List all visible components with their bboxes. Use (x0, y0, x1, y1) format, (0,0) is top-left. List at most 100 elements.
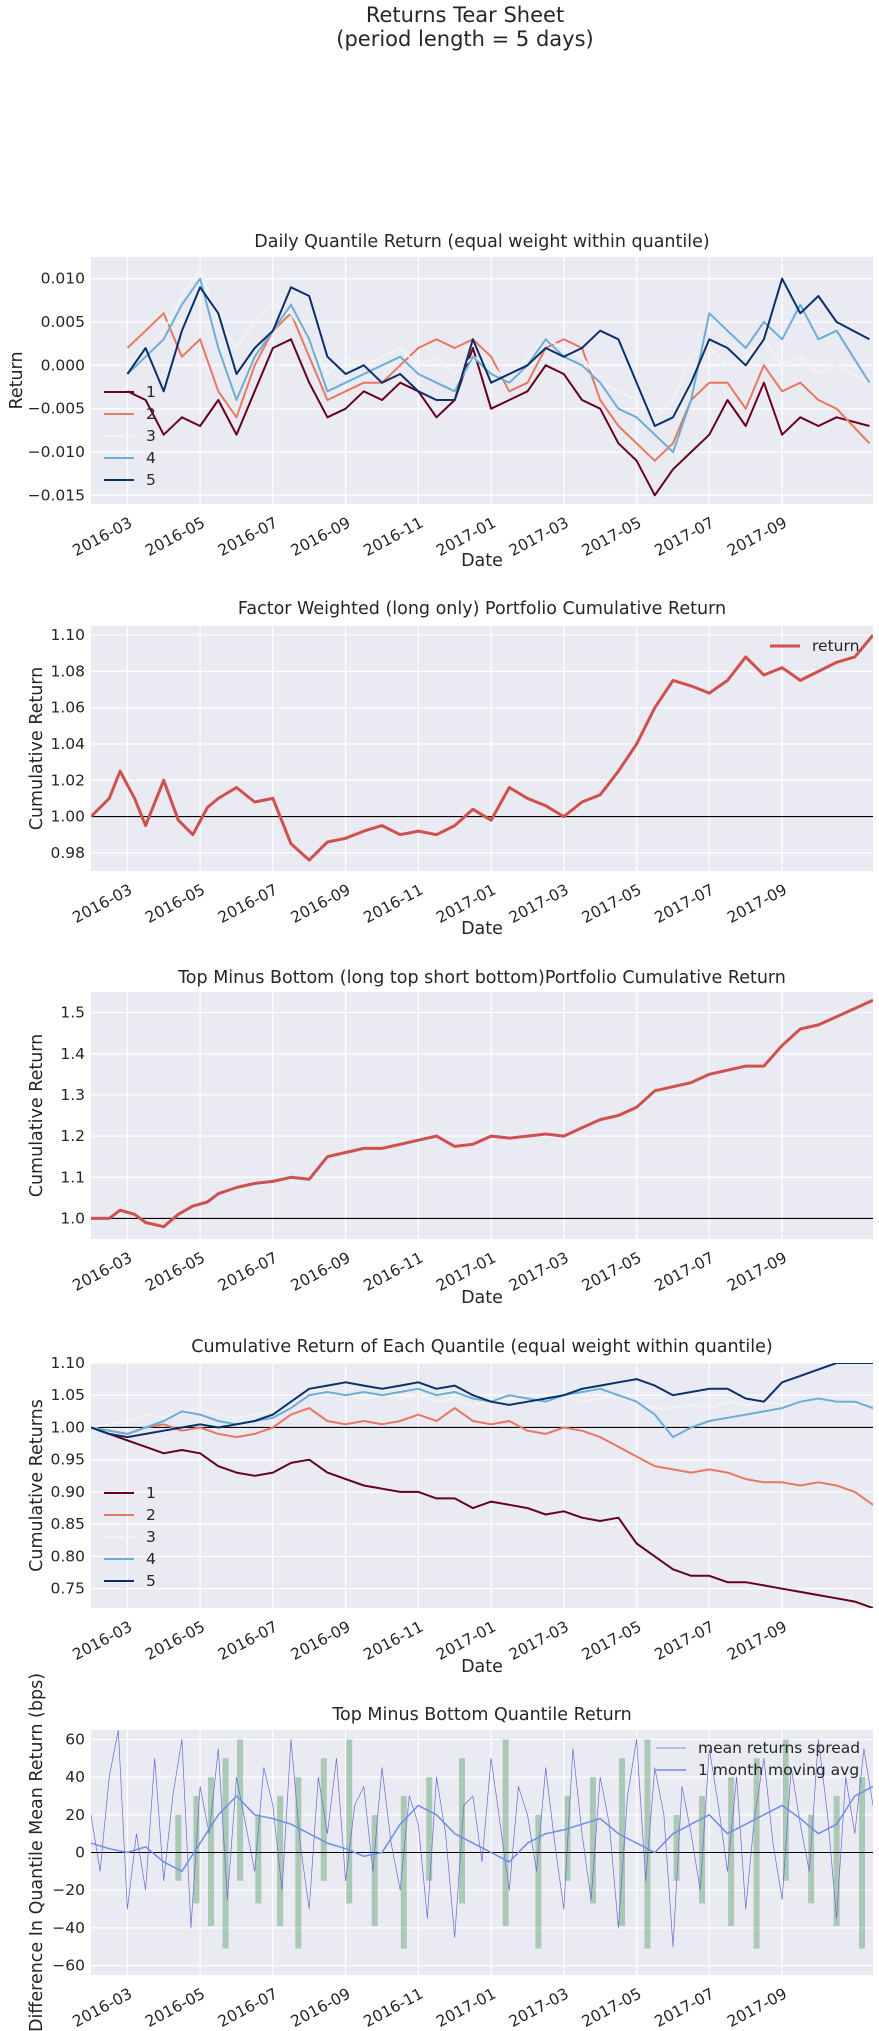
legend-label: 3 (146, 1528, 156, 1546)
top-minus-bottom-quantile-return-panel: 2016-03 2016-05 2016-07 2016-09 2016-11 2017-… (27, 1673, 873, 2031)
x-tick-label: 2016-03 (70, 1985, 136, 2031)
plot-area (91, 992, 873, 1239)
x-tick-label: 2016-03 (70, 1249, 136, 1295)
panel-title: Top Minus Bottom Quantile Return (331, 1705, 631, 1725)
x-tick-label: 2016-11 (361, 514, 427, 560)
figure-title-line1: Returns Tear Sheet (366, 3, 564, 27)
x-tick-label: 2016-11 (361, 1985, 427, 2031)
y-tick-label: 0.000 (41, 356, 85, 374)
x-tick-label: 2017-07 (652, 1249, 718, 1295)
y-tick-label: 1.02 (50, 771, 85, 789)
y-tick-label: 0 (75, 1844, 85, 1862)
y-tick-label: 1.3 (60, 1086, 85, 1104)
y-tick-label: 1.2 (60, 1127, 85, 1145)
top-minus-bottom-cumret-panel: 2016-03 2016-05 2016-07 2016-09 2016-11 2017-… (27, 968, 873, 1308)
spread-band (208, 1777, 215, 1926)
spread-band (277, 1795, 284, 1926)
y-tick-label: 20 (65, 1806, 85, 1824)
x-tick-label: 2016-03 (70, 514, 136, 560)
y-tick-label: 1.04 (50, 735, 85, 753)
x-tick-label: 2016-07 (215, 1985, 281, 2031)
legend-label: mean returns spread (698, 1739, 860, 1757)
quantile-cumret-panel: 2016-03 2016-05 2016-07 2016-09 2016-11 2017-… (27, 1337, 873, 1677)
y-tick-label: −0.005 (28, 400, 85, 418)
series-line-3 (91, 1387, 873, 1429)
series-line-5 (126, 277, 870, 427)
series-line-4 (91, 1387, 873, 1439)
y-axis-label: Cumulative Returns (27, 1399, 47, 1572)
x-tick-label: 2016-11 (361, 1618, 427, 1664)
y-tick-label: 1.06 (50, 699, 85, 717)
spread-band (699, 1795, 706, 1904)
spread-band (808, 1814, 815, 1904)
y-tick-label: −60 (52, 1957, 85, 1975)
x-tick-label: 2016-05 (142, 514, 208, 560)
series-line-3 (126, 269, 870, 419)
y-tick-label: 1.1 (60, 1168, 85, 1186)
x-tick-label: 2017-03 (506, 1249, 572, 1295)
x-tick-label: 2017-09 (724, 1985, 790, 2031)
series-line-return (91, 634, 873, 862)
legend-label: 4 (146, 449, 156, 467)
legend-label: 1 (146, 383, 156, 401)
spread-band (295, 1777, 302, 1949)
series-line-1-month-moving-avg (91, 1785, 873, 1873)
x-tick-label: 2017-05 (579, 1249, 645, 1295)
spread-band (673, 1814, 680, 1881)
x-tick-label: 2016-11 (361, 1249, 427, 1295)
series-line-return (91, 998, 873, 1229)
x-tick-label: 2017-07 (652, 1985, 718, 2031)
y-tick-label: 1.00 (50, 808, 85, 826)
x-tick-label: 2016-05 (142, 1618, 208, 1664)
x-tick-label: 2017-01 (433, 1985, 499, 2031)
x-tick-label: 2016-03 (70, 1618, 136, 1664)
legend-label: 1 (146, 1484, 156, 1502)
legend: return (770, 637, 859, 655)
y-tick-label: 60 (65, 1730, 85, 1748)
spread-band (237, 1739, 244, 1881)
spread-band (346, 1739, 353, 1904)
y-tick-label: −0.010 (28, 443, 85, 461)
y-tick-label: 1.10 (50, 626, 85, 644)
spread-band (400, 1795, 407, 1949)
x-tick-label: 2017-09 (724, 514, 790, 560)
x-tick-label: 2016-09 (288, 1985, 354, 2031)
y-tick-label: 0.98 (50, 844, 85, 862)
legend-label: 5 (146, 1572, 156, 1590)
x-axis-label: Date (461, 551, 503, 571)
x-tick-label: 2017-09 (724, 1249, 790, 1295)
legend: 1 2 3 4 5 (104, 383, 156, 489)
x-tick-label: 2017-07 (652, 514, 718, 560)
x-tick-label: 2016-11 (361, 881, 427, 927)
x-tick-label: 2016-09 (288, 1618, 354, 1664)
y-tick-label: 1.10 (50, 1354, 85, 1372)
panel-title: Cumulative Return of Each Quantile (equa… (191, 1337, 773, 1357)
spread-band (426, 1777, 433, 1881)
y-axis-label: Cumulative Return (27, 667, 47, 831)
panel-title: Top Minus Bottom (long top short bottom)… (177, 968, 786, 988)
x-tick-label: 2016-07 (215, 1249, 281, 1295)
spread-band (175, 1814, 182, 1881)
x-axis-label: Date (461, 1657, 503, 1677)
y-tick-label: 40 (65, 1768, 85, 1786)
x-tick-label: 2016-07 (215, 1618, 281, 1664)
x-tick-label: 2017-05 (579, 1618, 645, 1664)
spread-band (833, 1795, 840, 1926)
series-line-1 (126, 338, 870, 497)
legend: mean returns spread 1 month moving avg (656, 1739, 860, 1779)
x-tick-label: 2016-05 (142, 881, 208, 927)
x-tick-label: 2016-07 (215, 881, 281, 927)
y-tick-label: 0.005 (41, 313, 85, 331)
x-tick-label: 2016-09 (288, 881, 354, 927)
x-tick-label: 2016-05 (142, 1985, 208, 2031)
series-line-1 (91, 1426, 873, 1608)
legend-label: 4 (146, 1550, 156, 1568)
y-tick-label: 0.010 (41, 270, 85, 288)
spread-band (222, 1758, 229, 1949)
legend-label: 2 (146, 1506, 156, 1524)
x-tick-label: 2017-03 (506, 881, 572, 927)
y-tick-label: 1.0 (60, 1209, 85, 1227)
spread-band (320, 1758, 327, 1881)
series-line-5 (91, 1363, 873, 1439)
factor-weighted-cumret-panel: 2016-03 2016-05 2016-07 2016-09 2016-11 2017-… (27, 599, 873, 939)
